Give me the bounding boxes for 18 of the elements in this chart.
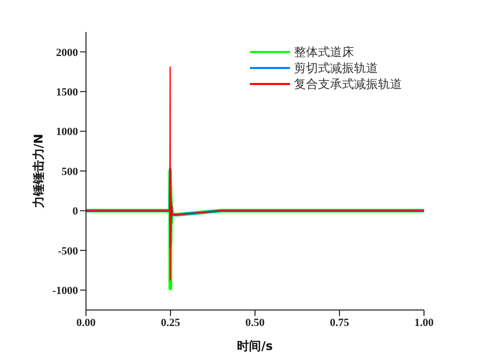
x-tick-label: 0.75 <box>330 316 350 329</box>
y-tick-label: 2000 <box>56 46 78 59</box>
legend-label: 剪切式减振轨道 <box>294 60 378 76</box>
x-tick-label: 0.25 <box>160 316 181 329</box>
line-series <box>86 167 424 248</box>
legend-label: 复合支承式减振轨道 <box>294 76 402 92</box>
y-tick-label: -500 <box>58 245 78 258</box>
legend-label: 整体式道床 <box>294 44 354 60</box>
y-tick-label: -1000 <box>52 285 78 298</box>
y-axis-title: 力锤锤击力/N <box>31 134 46 210</box>
y-tick-label: 500 <box>62 166 78 178</box>
y-tick-label: 1500 <box>56 86 78 98</box>
x-tick-label: 0.00 <box>76 316 96 329</box>
x-axis-title: 时间/s <box>237 339 273 353</box>
y-tick-label: 1000 <box>56 126 78 138</box>
y-tick-label: 0 <box>72 206 78 218</box>
x-tick-label: 1.00 <box>414 316 434 329</box>
x-tick-label: 0.50 <box>245 316 266 329</box>
